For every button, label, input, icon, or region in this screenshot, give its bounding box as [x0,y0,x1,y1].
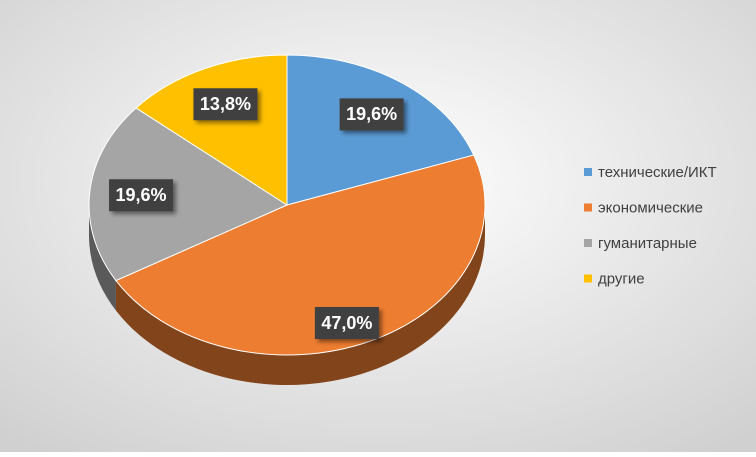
data-label: 19,6% [116,185,167,205]
slice [115,154,486,356]
slice [88,107,289,282]
legend: технические/ИКТ экономические гуманитарные… [584,164,717,287]
data-label-box: 13,8% [193,88,258,121]
data-label-box: 19,6% [109,179,174,212]
label-bg [314,307,379,340]
legend-label: гуманитарные [598,235,697,252]
data-label: 19,6% [346,104,397,124]
data-label-box: 19,6% [339,98,404,131]
slice-side [115,205,485,385]
data-label-box: 47,0% [314,307,379,340]
pie: 19,6% 47,0% 19,6% 13,8% [88,54,486,385]
label-bg [339,98,404,131]
data-label: 47,0% [321,313,372,333]
legend-label: другие [598,270,645,287]
legend-label: технические/ИКТ [598,164,717,181]
label-bg [193,88,258,121]
legend-swatch [584,203,592,212]
legend-swatch [584,168,592,176]
legend-swatch [584,274,592,283]
legend-swatch [584,239,592,247]
legend-label: экономические [598,199,703,216]
data-label: 13,8% [200,94,251,114]
label-bg [109,179,174,212]
slice-side [89,205,116,311]
